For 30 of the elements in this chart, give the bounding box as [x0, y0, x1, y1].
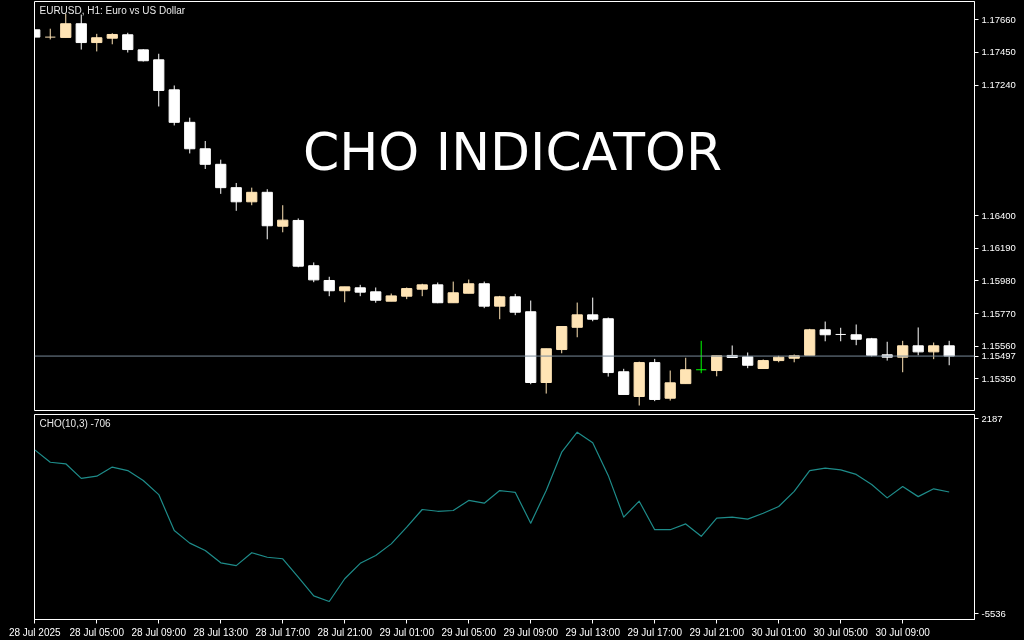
- x-tick-label: 29 Jul 01:00: [379, 626, 435, 638]
- y-tick-label: 1.17450: [981, 46, 1016, 58]
- x-tick-label: 29 Jul 05:00: [441, 626, 497, 638]
- x-tick-label: 28 Jul 21:00: [317, 626, 373, 638]
- chart-subtitle: EURUSD, H1: Euro vs US Dollar: [39, 4, 186, 16]
- y-tick-label: 1.17240: [981, 79, 1016, 91]
- y-tick-label: 1.15980: [981, 274, 1016, 286]
- x-tick-label: 28 Jul 17:00: [255, 626, 311, 638]
- y-tick-label: 1.16190: [981, 242, 1016, 254]
- x-tick-label: 29 Jul 09:00: [503, 626, 559, 638]
- x-tick-label: 28 Jul 2025: [8, 626, 62, 638]
- text: CHO INDICATOR: [302, 121, 723, 182]
- x-tick-label: 30 Jul 05:00: [813, 626, 869, 638]
- x-tick-label: 30 Jul 01:00: [751, 626, 807, 638]
- y-tick-label: 1.16400: [981, 209, 1016, 221]
- y-tick-label: -5536: [981, 607, 1006, 619]
- x-tick-label: 28 Jul 13:00: [193, 626, 249, 638]
- x-tick-label: 29 Jul 21:00: [689, 626, 745, 638]
- y-tick-label: 1.15560: [981, 340, 1016, 352]
- y-tick-label: 1.17660: [981, 13, 1016, 25]
- chart-title: CHO(10,3) -706: [39, 417, 112, 429]
- x-tick-label: 29 Jul 17:00: [627, 626, 683, 638]
- x-tick-label: 28 Jul 05:00: [69, 626, 125, 638]
- x-tick-label: 28 Jul 09:00: [131, 626, 187, 638]
- y-tick-label: 2187: [981, 412, 1003, 424]
- y-tick-label: 1.15350: [981, 372, 1016, 384]
- x-tick-label: 29 Jul 13:00: [565, 626, 621, 638]
- ref-line-label: 1.15497: [981, 350, 1016, 362]
- x-tick-label: 30 Jul 09:00: [875, 626, 931, 638]
- y-tick-label: 1.15770: [981, 307, 1016, 319]
